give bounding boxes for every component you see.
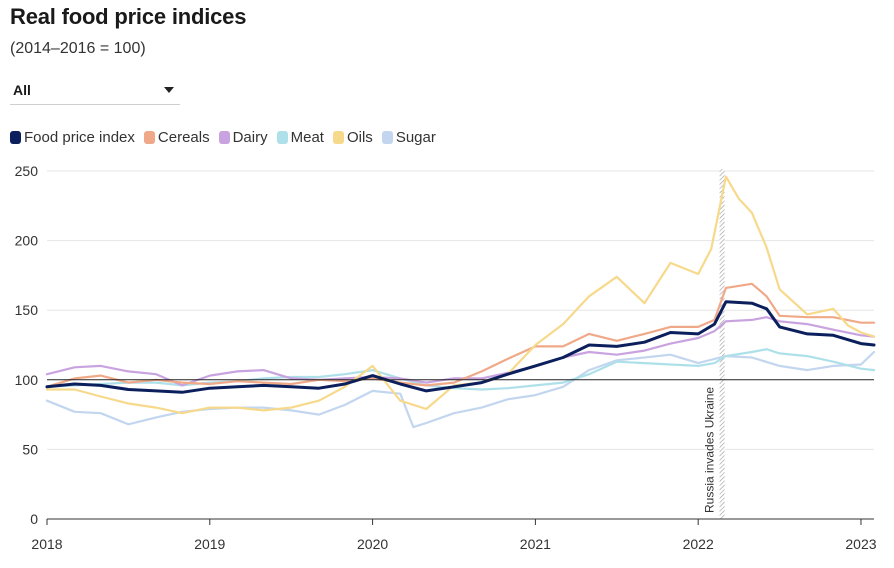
legend-item-meat[interactable]: Meat xyxy=(276,129,324,146)
series-line-dairy xyxy=(45,316,876,387)
legend-item-sugar[interactable]: Sugar xyxy=(381,129,436,146)
legend-item-oils[interactable]: Oils xyxy=(332,129,373,146)
legend-label-dairy: Dairy xyxy=(232,129,268,146)
series-line-oils xyxy=(45,175,876,415)
x-tick-label: 2020 xyxy=(357,536,388,552)
annotation-band xyxy=(719,169,725,519)
legend-swatch-meat xyxy=(276,131,288,144)
legend-item-cereals[interactable]: Cereals xyxy=(143,129,210,146)
legend-label-food: Food price index xyxy=(24,129,135,146)
legend-swatch-oils xyxy=(332,131,344,144)
legend-item-dairy[interactable]: Dairy xyxy=(218,129,268,146)
legend-swatch-cereals xyxy=(143,131,155,144)
legend-label-oils: Oils xyxy=(346,129,373,146)
series-filter-dropdown[interactable]: All xyxy=(10,78,180,105)
legend-item-food[interactable]: Food price index xyxy=(10,129,135,146)
y-tick-label: 150 xyxy=(15,302,39,318)
chart-title: Real food price indices xyxy=(10,4,247,29)
axes: 0 50 100 150 200 250 2018 2019 2020 2021 2022 2023 xyxy=(15,163,877,552)
annotation-layer: Russia invades Ukraine xyxy=(703,169,725,519)
y-tick-label: 250 xyxy=(15,163,39,179)
y-tick-label: 200 xyxy=(15,233,39,249)
gridlines xyxy=(47,170,874,450)
x-tick-label: 2021 xyxy=(520,536,551,552)
legend-label-meat: Meat xyxy=(290,129,324,146)
annotation-label: Russia invades Ukraine xyxy=(703,387,717,513)
series-line-food xyxy=(45,300,876,394)
series-filter-value: All xyxy=(13,82,31,98)
series-line-cereals xyxy=(45,282,876,388)
chevron-down-icon xyxy=(164,87,174,93)
legend-label-cereals: Cereals xyxy=(157,129,210,146)
series-lines xyxy=(45,175,876,429)
x-tick-label: 2019 xyxy=(194,536,225,552)
chart-subtitle: (2014–2016 = 100) xyxy=(10,40,146,57)
legend-swatch-sugar xyxy=(381,131,393,144)
series-line-meat xyxy=(45,348,876,391)
y-tick-label: 0 xyxy=(30,511,38,527)
legend-label-sugar: Sugar xyxy=(395,129,436,146)
x-tick-label: 2018 xyxy=(31,536,62,552)
legend-swatch-dairy xyxy=(218,131,230,144)
y-tick-label: 100 xyxy=(15,372,39,388)
legend: Food price index Cereals Dairy Meat Oils… xyxy=(10,129,436,146)
x-tick-label: 2023 xyxy=(845,536,876,552)
legend-swatch-food xyxy=(10,131,21,144)
x-tick-label: 2022 xyxy=(683,536,714,552)
y-tick-label: 50 xyxy=(22,441,38,457)
